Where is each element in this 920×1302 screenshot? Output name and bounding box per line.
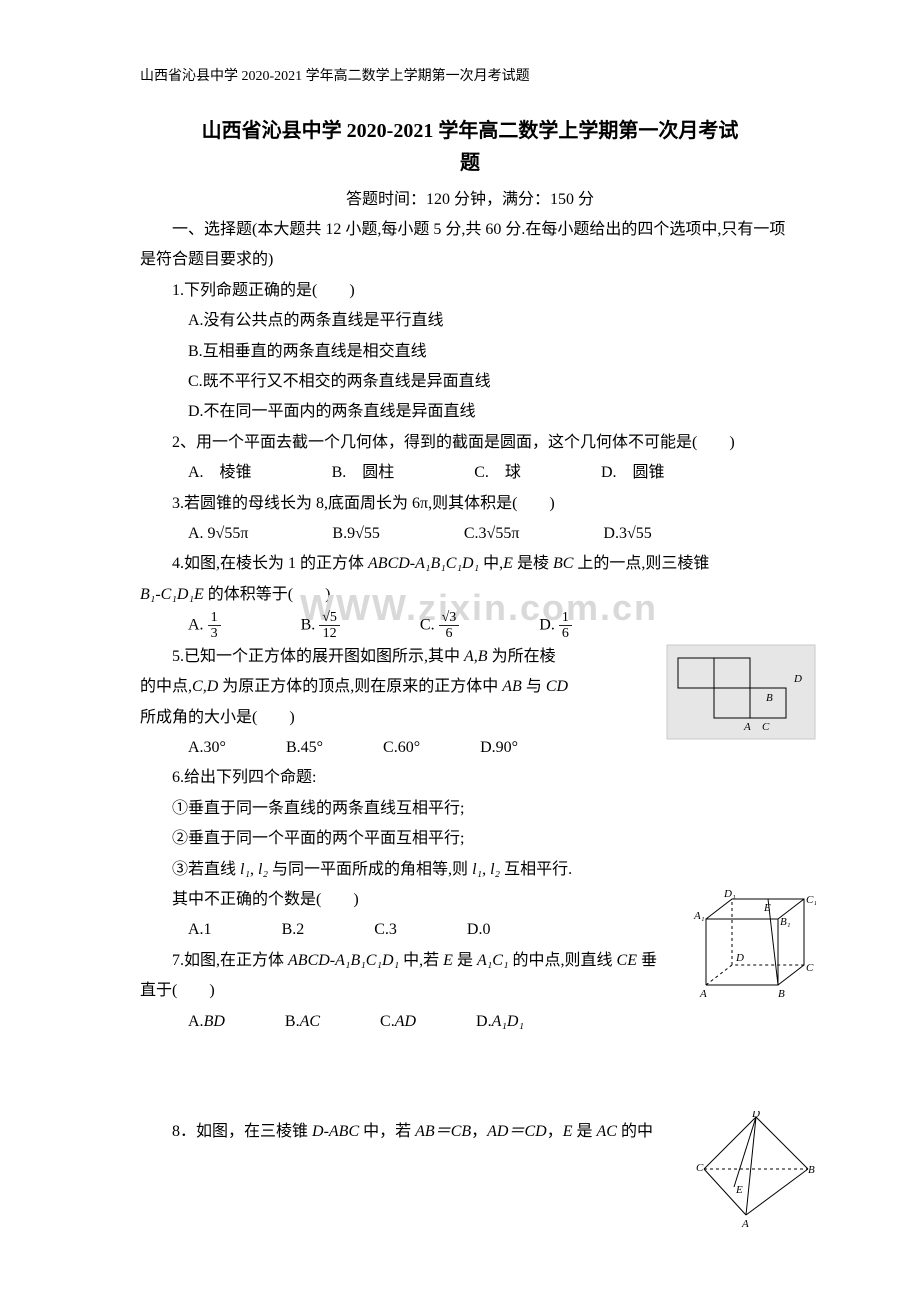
q6-p2: ②垂直于同一个平面的两个平面互相平行; xyxy=(140,824,800,854)
q7-opt-d: D.A₁D₁ xyxy=(476,1007,524,1037)
q5-opt-a: A.30° xyxy=(188,733,226,763)
svg-text:C: C xyxy=(696,1162,704,1174)
q4-t2: 中, xyxy=(479,555,503,572)
q8-figure: D C B A E xyxy=(696,1111,816,1229)
svg-text:D: D xyxy=(793,673,802,685)
q1-opt-d: D.不在同一平面内的两条直线是异面直线 xyxy=(140,397,800,427)
q3-options: A. 9√55π B.9√55 C.3√55π D.3√55 xyxy=(140,519,800,549)
q2-opt-d: D. 圆锥 xyxy=(601,458,665,488)
svg-text:A: A xyxy=(743,721,751,733)
q5-row: D B A C 5.已知一个正方体的展开图如图所示,其中 A,B 为所在棱 的中… xyxy=(140,642,800,764)
q6-opt-d: D.0 xyxy=(467,915,491,945)
svg-text:A₁: A₁ xyxy=(693,910,705,922)
svg-text:D₁: D₁ xyxy=(723,889,736,900)
q1-stem: 1.下列命题正确的是( ) xyxy=(140,276,800,306)
svg-text:B: B xyxy=(808,1164,815,1176)
svg-text:B₁: B₁ xyxy=(780,916,791,928)
q3-opt-c: C.3√55π xyxy=(464,519,520,549)
q2-opt-c: C. 球 xyxy=(474,458,521,488)
q1-opt-b: B.互相垂直的两条直线是相交直线 xyxy=(140,337,800,367)
q3-opt-d: D.3√55 xyxy=(603,519,651,549)
q4-t1: 4.如图,在棱长为 1 的正方体 xyxy=(172,555,368,572)
q4-options: A. 13 B. √512 C. √36 D. 16 xyxy=(140,610,800,642)
unfold-icon: D B A C xyxy=(666,644,816,740)
q5-opt-c: C.60° xyxy=(383,733,420,763)
svg-text:D: D xyxy=(735,952,744,964)
q5-opt-b: B.45° xyxy=(286,733,323,763)
q4-bc: BC xyxy=(553,555,573,572)
svg-text:A: A xyxy=(741,1218,749,1229)
q4-opt-d: D. 16 xyxy=(539,610,572,642)
q6-opt-a: A.1 xyxy=(188,915,212,945)
q3-stem: 3.若圆锥的母线长为 8,底面周长为 6π,则其体积是( ) xyxy=(140,489,800,519)
svg-text:C₁: C₁ xyxy=(806,894,816,906)
q6-p1: ①垂直于同一条直线的两条直线互相平行; xyxy=(140,794,800,824)
page-title-2: 题 xyxy=(140,147,800,179)
q3-opt-b: B.9√55 xyxy=(332,519,379,549)
q3-opt-a: A. 9√55π xyxy=(188,519,248,549)
q1-opt-a: A.没有公共点的两条直线是平行直线 xyxy=(140,306,800,336)
q2-options: A. 棱锥 B. 圆柱 C. 球 D. 圆锥 xyxy=(140,458,800,488)
q6-p3: ③若直线 l₁, l₂ 与同一平面所成的角相等,则 l₁, l₂ 互相平行. xyxy=(140,855,800,885)
cube-icon: A B C D A₁ B₁ C₁ D₁ E xyxy=(688,889,816,1009)
q67-row: A B C D A₁ B₁ C₁ D₁ E A.1 B.2 C.3 D.0 7.… xyxy=(140,915,800,1037)
q4-t-it: ABCD-A₁B₁C₁D₁ xyxy=(368,555,479,572)
q6-head: 6.给出下列四个命题: xyxy=(140,763,800,793)
q4-tail-row: B₁-C₁D₁E 的体积等于( ) WWW.zixin.com.cn xyxy=(140,580,800,610)
q7-opt-b: B.AC xyxy=(285,1007,320,1037)
q7-options: A.BD B.AC C.AD D.A₁D₁ xyxy=(140,1007,800,1037)
svg-text:A: A xyxy=(699,988,707,1000)
q4-opt-b: B. √512 xyxy=(301,610,340,642)
q6-opt-b: B.2 xyxy=(282,915,305,945)
q5-figure: D B A C xyxy=(666,644,816,740)
tetra-icon: D C B A E xyxy=(696,1111,816,1229)
svg-text:C: C xyxy=(806,962,814,974)
svg-text:E: E xyxy=(763,902,771,914)
q4-e: E xyxy=(503,555,513,572)
q7-figure: A B C D A₁ B₁ C₁ D₁ E xyxy=(688,889,816,1009)
q8-row: D C B A E 8．如图，在三棱锥 D-ABC 中，若 AB＝CB，AD＝C… xyxy=(140,1117,800,1147)
q4-opt-a: A. 13 xyxy=(188,610,221,642)
svg-text:D: D xyxy=(751,1111,760,1120)
q7-opt-a: A.BD xyxy=(188,1007,225,1037)
svg-text:C: C xyxy=(762,721,770,733)
q4-t3: 是棱 xyxy=(513,555,553,572)
page-title: 山西省沁县中学 2020-2021 学年高二数学上学期第一次月考试 xyxy=(140,115,800,147)
q1-opt-c: C.既不平行又不相交的两条直线是异面直线 xyxy=(140,367,800,397)
subtitle: 答题时间：120 分钟，满分：150 分 xyxy=(140,185,800,215)
q2-opt-b: B. 圆柱 xyxy=(332,458,395,488)
q2-opt-a: A. 棱锥 xyxy=(188,458,252,488)
section-heading: 一、选择题(本大题共 12 小题,每小题 5 分,共 60 分.在每小题给出的四… xyxy=(140,215,800,276)
q4-tail-it: B₁-C₁D₁E xyxy=(140,586,204,603)
svg-text:B: B xyxy=(778,988,785,1000)
spacer xyxy=(140,1037,800,1117)
q7-opt-c: C.AD xyxy=(380,1007,416,1037)
svg-text:B: B xyxy=(766,692,773,704)
q4-opt-c: C. √36 xyxy=(420,610,459,642)
q5-opt-d: D.90° xyxy=(480,733,518,763)
q4-t4: 上的一点,则三棱锥 xyxy=(573,555,709,572)
svg-text:E: E xyxy=(735,1184,743,1196)
q2-stem: 2、用一个平面去截一个几何体，得到的截面是圆面，这个几何体不可能是( ) xyxy=(140,428,800,458)
page-header: 山西省沁县中学 2020-2021 学年高二数学上学期第一次月考试题 xyxy=(140,64,800,91)
q6-opt-c: C.3 xyxy=(374,915,397,945)
